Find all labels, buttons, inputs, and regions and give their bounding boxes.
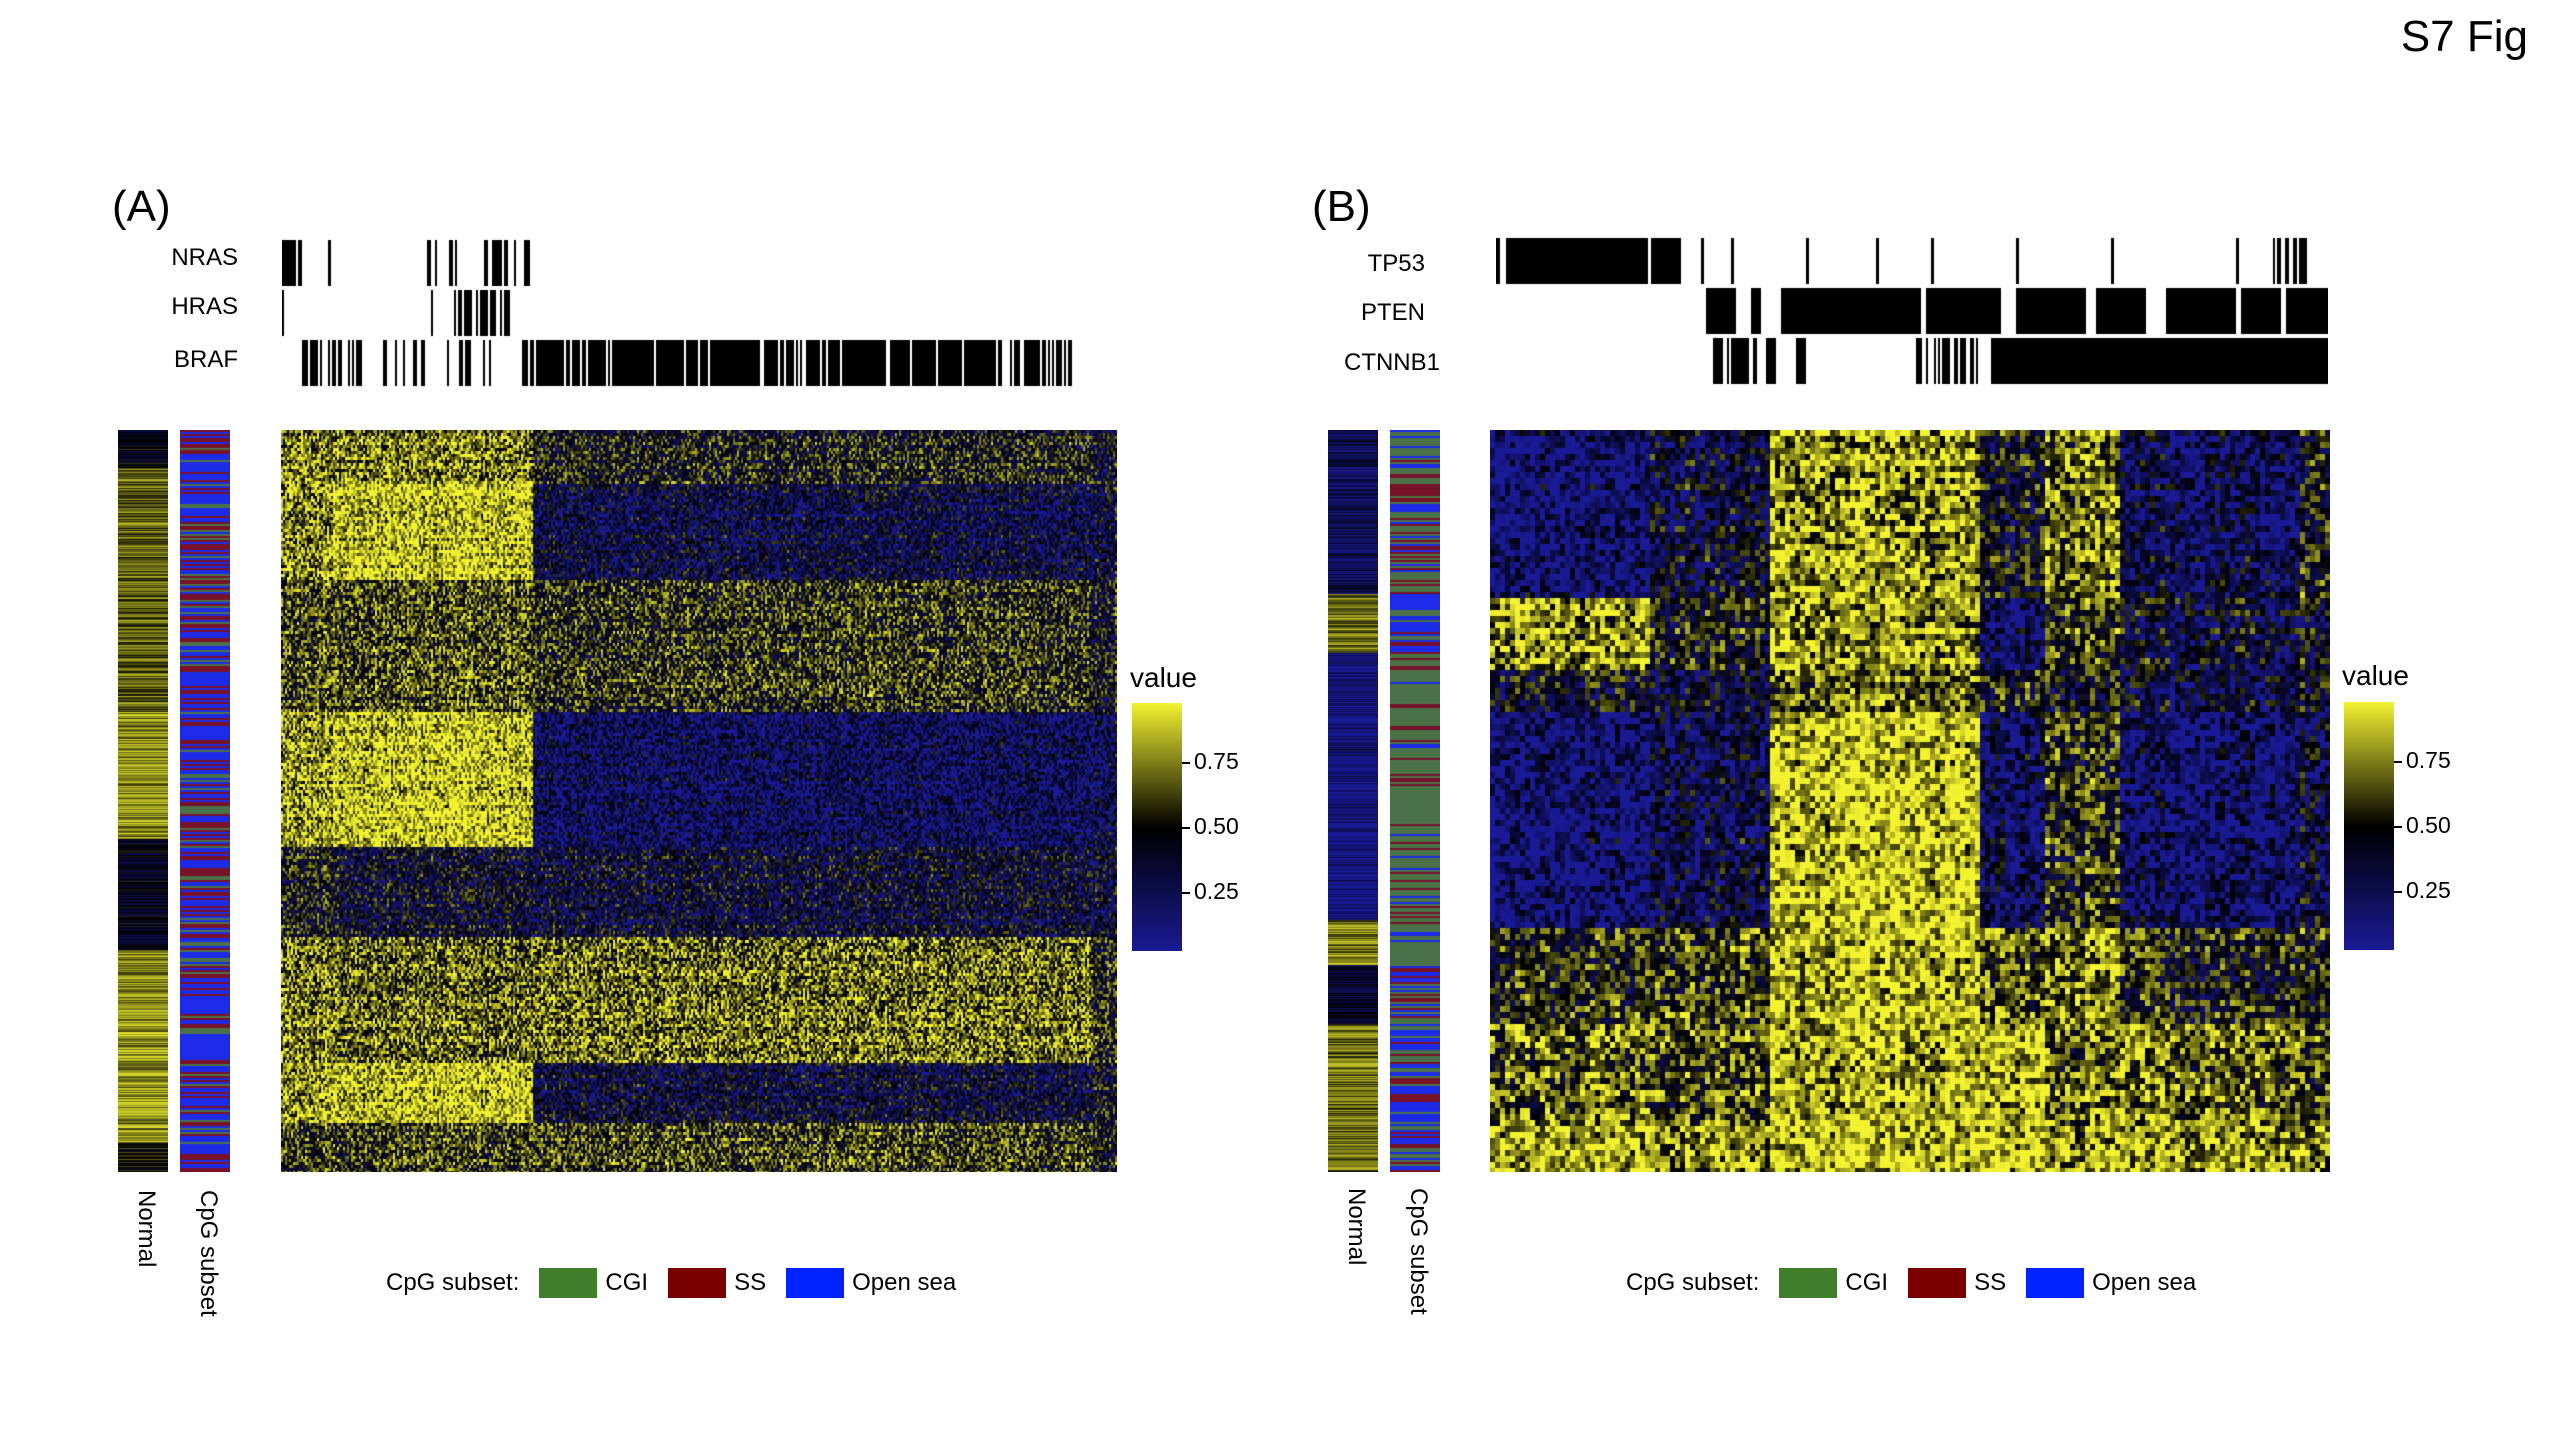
- figure-label: S7 Fig: [2400, 12, 2528, 61]
- panel-b-legend-title: value: [2342, 660, 2409, 691]
- panel-b-tick-050: 0.50: [2406, 812, 2451, 838]
- panel-a-heatmap: [281, 430, 1117, 1172]
- panel-a-tick-mark-050: [1182, 827, 1190, 829]
- panel-b-tick-075: 0.75: [2406, 747, 2451, 773]
- panel-b-tick-025: 0.25: [2406, 877, 2451, 903]
- panel-a-tick-mark-075: [1182, 762, 1190, 764]
- panel-b-tick-mark-075: [2394, 761, 2402, 763]
- panel-b-open-sea-label: Open sea: [2092, 1269, 2197, 1296]
- panel-b-mutation-tracks: [1496, 236, 2328, 388]
- panel-a-open-sea-label: Open sea: [852, 1269, 957, 1296]
- panel-a-tick-050: 0.50: [1194, 813, 1239, 839]
- panel-b-ss-label: SS: [1974, 1269, 2007, 1296]
- panel-b-normal-label: Normal: [1343, 1188, 1370, 1266]
- panel-a-normal-annotation-bar: [118, 430, 168, 1172]
- panel-a-cgi-label: CGI: [605, 1269, 649, 1296]
- panel-b-cpg-legend-title: CpG subset:: [1626, 1269, 1760, 1296]
- panel-a-cgi-swatch: [539, 1268, 598, 1298]
- panel-a-ss-label: SS: [734, 1269, 767, 1296]
- panel-a-cpg-legend: CpG subset: CGI SS Open sea: [386, 1268, 956, 1298]
- panel-b-cpg-subset-label: CpG subset: [1405, 1188, 1432, 1315]
- panel-a-track-label-braf: BRAF: [173, 346, 238, 373]
- panel-a-legend-title: value: [1130, 662, 1197, 693]
- panel-b-label: (B): [1312, 182, 1371, 231]
- panel-b-cgi-label: CGI: [1845, 1269, 1889, 1296]
- panel-a-track-label-nras: NRAS: [171, 244, 238, 271]
- panel-a-ss-swatch: [668, 1268, 727, 1298]
- panel-a-cpg-legend-title: CpG subset:: [386, 1269, 520, 1296]
- panel-b-cgi-swatch: [1779, 1268, 1838, 1298]
- panel-a-normal-label: Normal: [133, 1190, 160, 1268]
- panel-b-track-label-tp53: TP53: [1367, 250, 1425, 277]
- panel-a-color-scale: [1132, 703, 1182, 951]
- panel-a-cpg-subset-label: CpG subset: [195, 1190, 222, 1317]
- panel-b-color-scale: [2344, 702, 2394, 950]
- panel-b-heatmap: [1490, 430, 2330, 1172]
- panel-b-track-label-ctnnb1: CTNNB1: [1343, 349, 1440, 376]
- panel-a-open-sea-swatch: [786, 1268, 845, 1298]
- panel-b-ss-swatch: [1908, 1268, 1967, 1298]
- panel-b-cpg-legend: CpG subset: CGI SS Open sea: [1626, 1268, 2196, 1298]
- panel-b-track-label-pten: PTEN: [1360, 299, 1425, 326]
- panel-a-tick-025: 0.25: [1194, 878, 1239, 904]
- panel-a-cpg-annotation-bar: [180, 430, 230, 1172]
- panel-b-normal-annotation-bar: [1328, 430, 1378, 1172]
- panel-a-tick-mark-025: [1182, 892, 1190, 894]
- panel-b-tick-mark-050: [2394, 826, 2402, 828]
- panel-b-tick-mark-025: [2394, 891, 2402, 893]
- panel-a-tick-075: 0.75: [1194, 748, 1239, 774]
- panel-a-mutation-tracks: [282, 238, 1082, 390]
- panel-b-cpg-annotation-bar: [1390, 430, 1440, 1172]
- panel-a-label: (A): [112, 182, 171, 231]
- panel-a-track-label-hras: HRAS: [171, 293, 238, 320]
- panel-b-open-sea-swatch: [2026, 1268, 2085, 1298]
